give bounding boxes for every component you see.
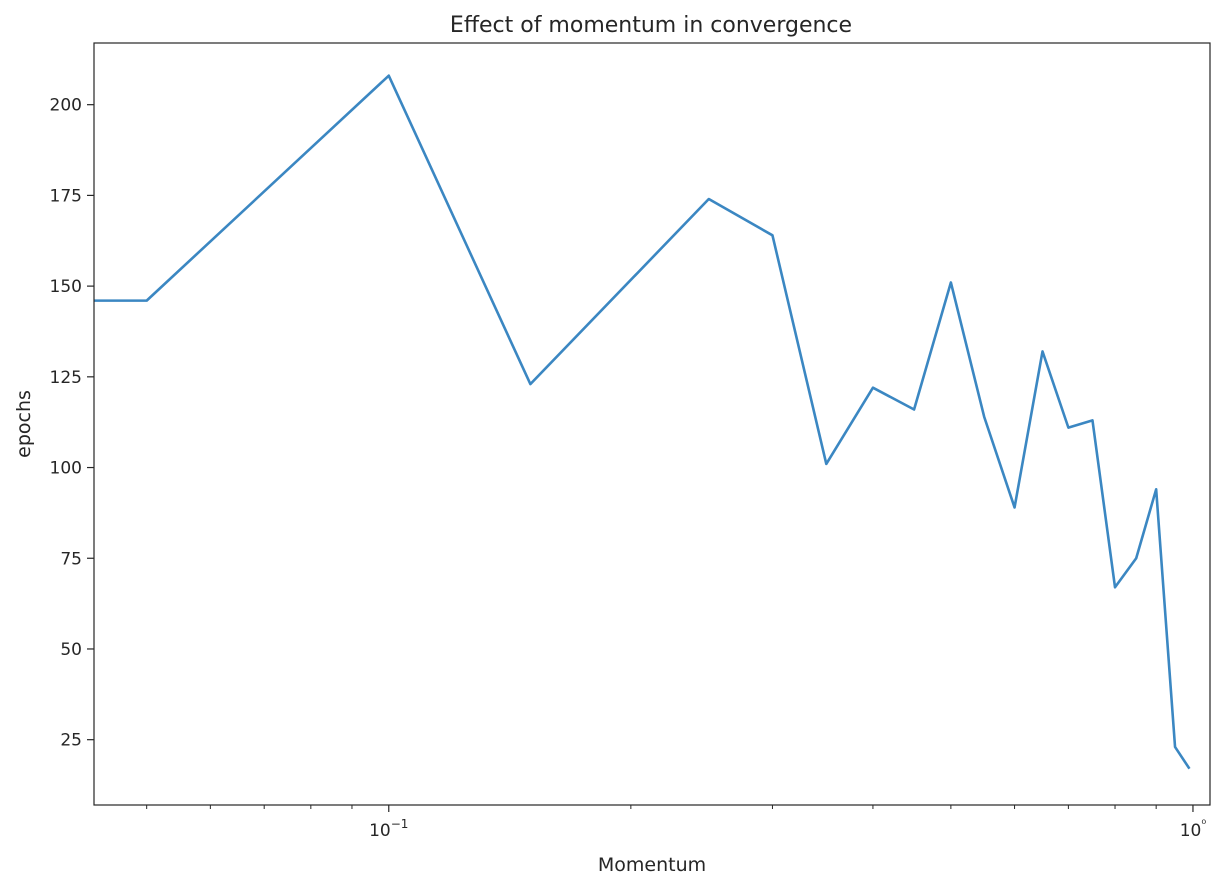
y-tick-label: 75 bbox=[60, 549, 82, 569]
x-axis: 10−1 10⁰ bbox=[146, 805, 1207, 841]
plot-frame bbox=[93, 42, 1211, 806]
x-tick-label: 10−1 bbox=[369, 817, 408, 841]
x-tick-label: 10⁰ bbox=[1180, 817, 1207, 841]
y-tick-label: 50 bbox=[60, 640, 82, 660]
y-tick-label: 200 bbox=[50, 96, 82, 116]
y-tick-label: 125 bbox=[50, 368, 82, 388]
y-tick-label: 175 bbox=[50, 186, 82, 206]
series-line bbox=[94, 74, 1191, 770]
y-tick-label: 100 bbox=[50, 459, 82, 479]
x-axis-label: Momentum bbox=[598, 854, 706, 876]
y-tick-label: 25 bbox=[60, 731, 82, 751]
y-tick-label: 150 bbox=[50, 277, 82, 297]
chart-title: Effect of momentum in convergence bbox=[450, 13, 852, 38]
y-axis-label: epochs bbox=[13, 390, 35, 458]
y-axis: 25 50 75 100 125 150 175 200 bbox=[50, 96, 94, 751]
